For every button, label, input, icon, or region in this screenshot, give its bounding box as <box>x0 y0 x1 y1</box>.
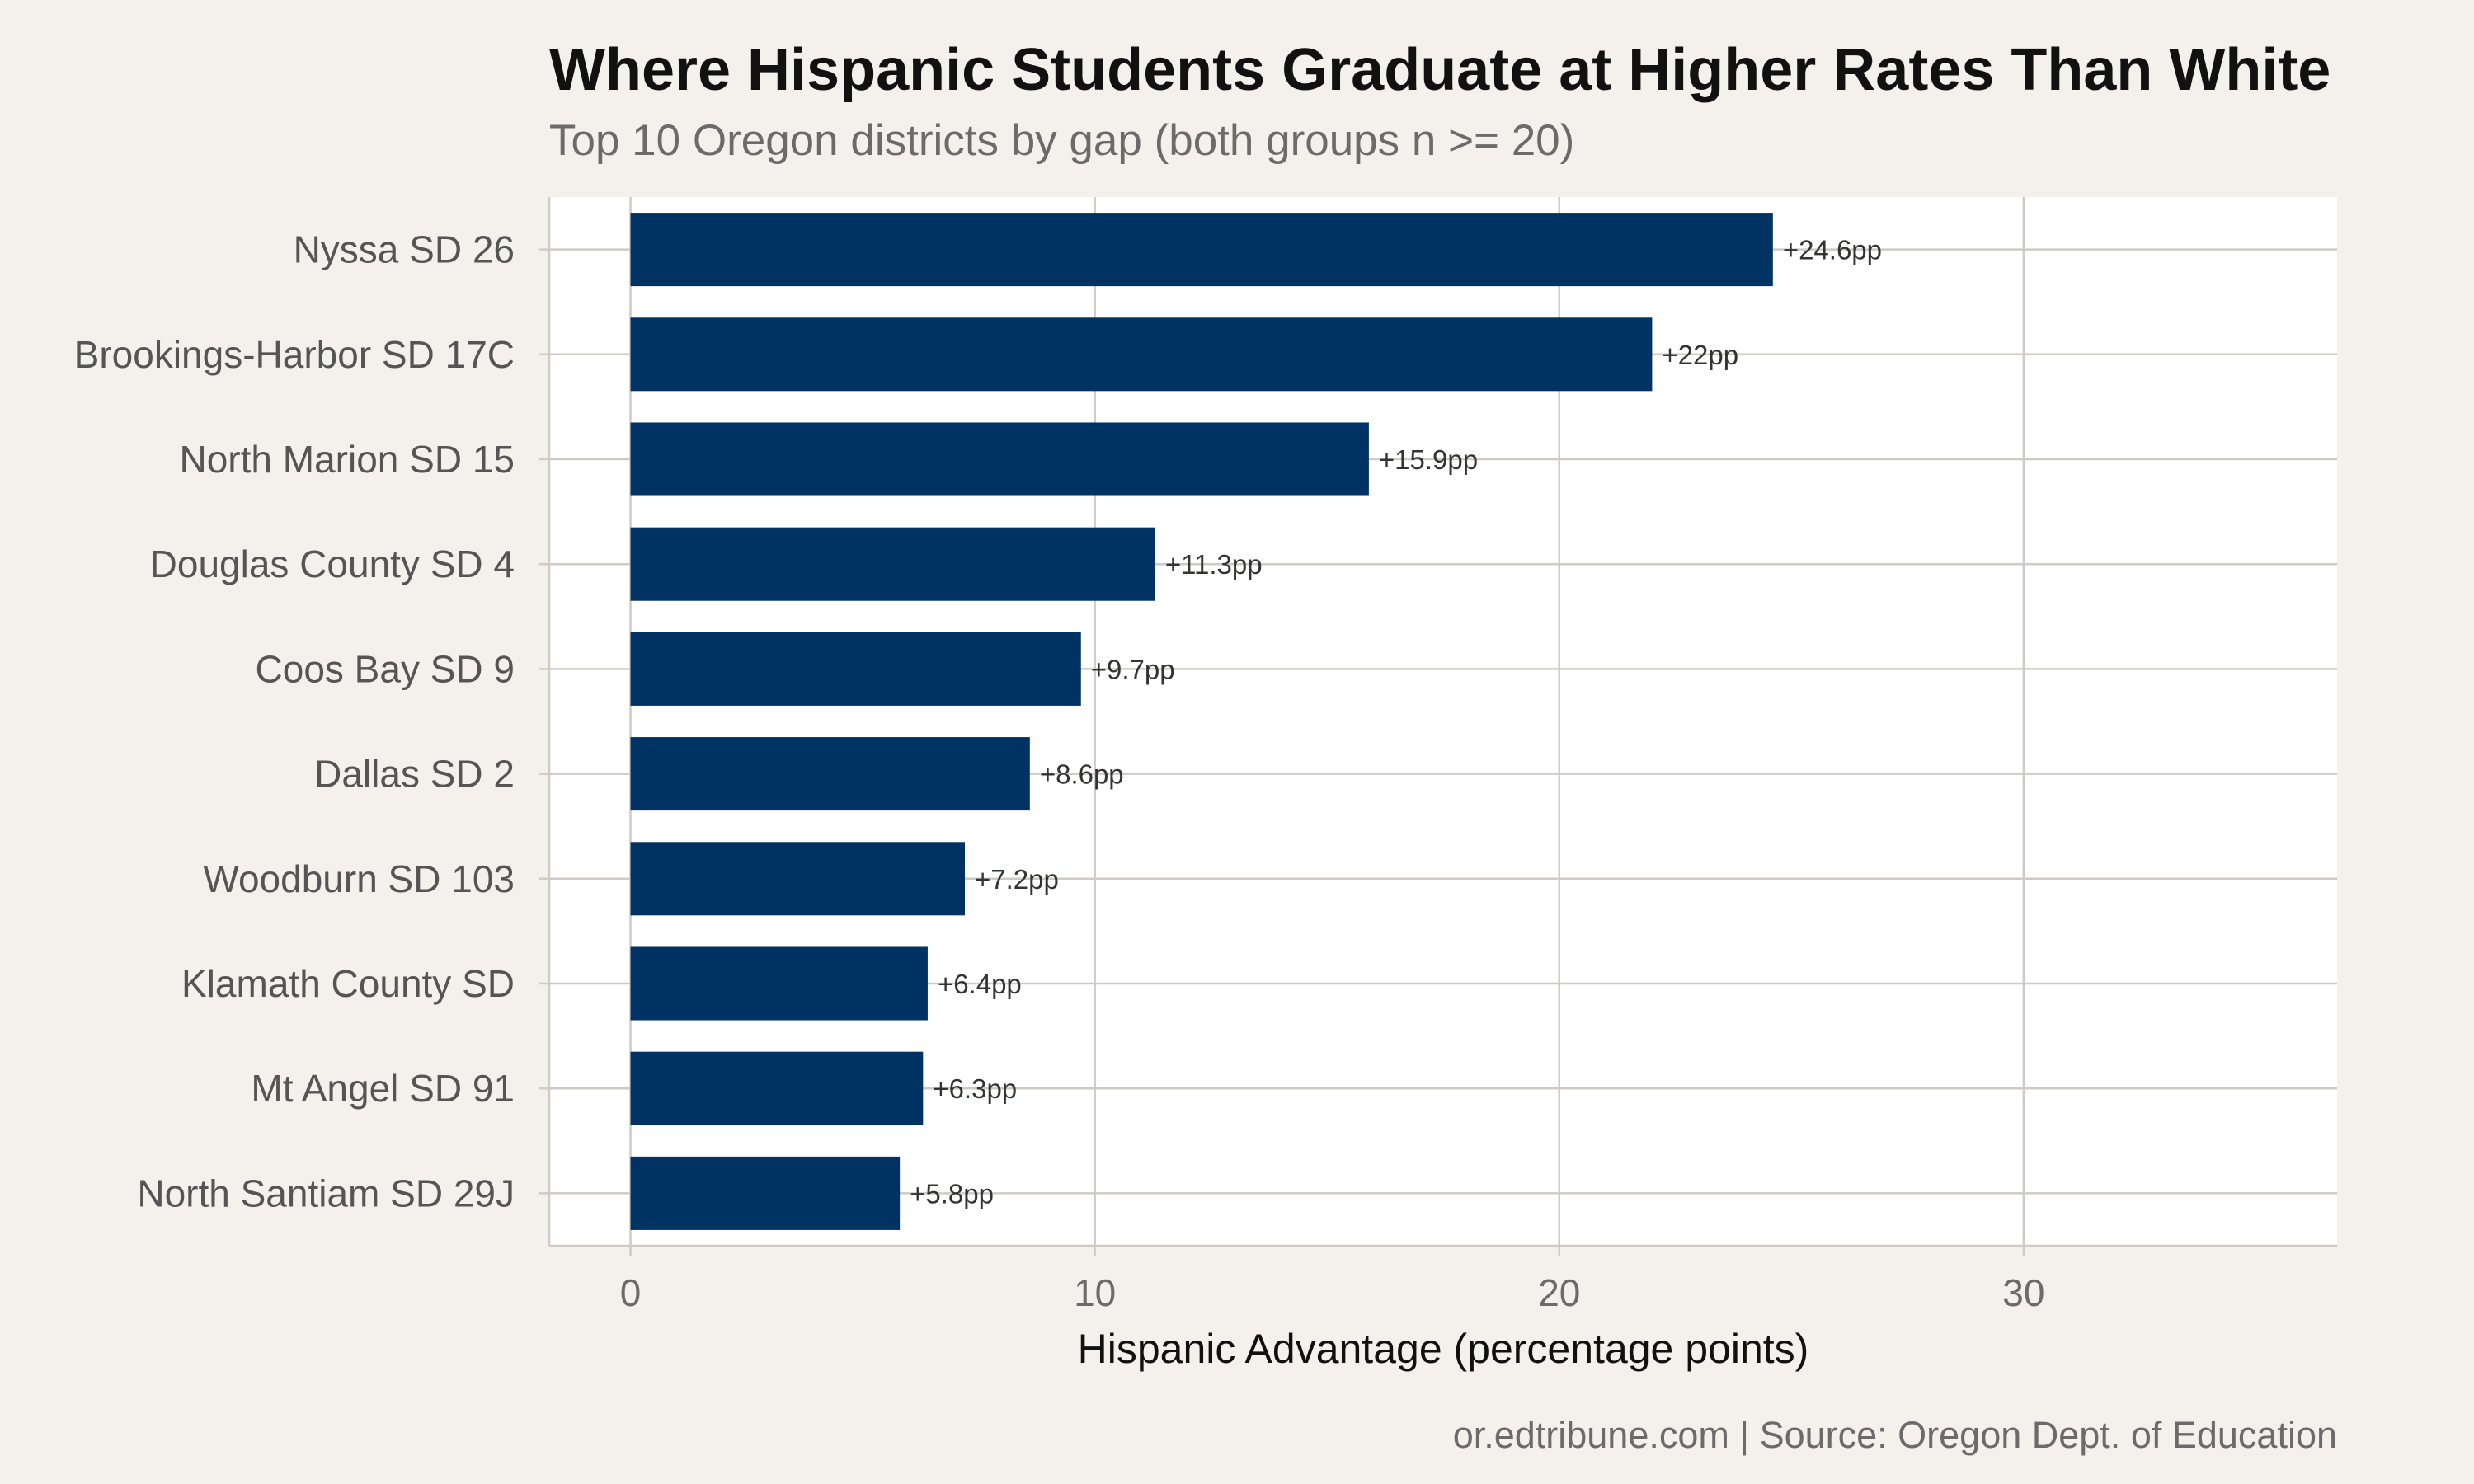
data-label: +22pp <box>1662 340 1738 370</box>
category-label: Mt Angel SD 91 <box>251 1067 515 1110</box>
data-label: +11.3pp <box>1165 549 1263 580</box>
chart-subtitle: Top 10 Oregon districts by gap (both gro… <box>549 116 1575 165</box>
bar <box>630 317 1653 392</box>
data-label: +5.8pp <box>910 1178 994 1209</box>
bar <box>630 527 1155 601</box>
bar <box>630 1156 901 1230</box>
category-label: North Santiam SD 29J <box>137 1172 515 1214</box>
x-tick-label: 20 <box>1538 1271 1580 1314</box>
data-label: +24.6pp <box>1783 235 1882 265</box>
data-labels-group: +24.6pp +22pp +15.9pp +11.3pp +9.7pp +8.6pp +7… <box>910 235 1882 1209</box>
x-tick-label: 30 <box>2002 1271 2044 1314</box>
x-axis-title: Hispanic Advantage (percentage points) <box>1078 1326 1809 1372</box>
category-label: Klamath County SD <box>181 962 515 1005</box>
category-label: Dallas SD 2 <box>314 753 515 796</box>
category-label: Douglas County SD 4 <box>150 542 515 585</box>
bar <box>630 213 1773 287</box>
data-label: +6.4pp <box>938 969 1022 999</box>
bar <box>630 737 1030 811</box>
category-label: North Marion SD 15 <box>180 438 515 481</box>
bar <box>630 632 1081 706</box>
bar <box>630 422 1369 496</box>
category-label: Woodburn SD 103 <box>203 857 515 900</box>
x-tick-label: 10 <box>1074 1271 1116 1314</box>
chart-title: Where Hispanic Students Graduate at High… <box>549 37 2331 103</box>
category-label: Brookings-Harbor SD 17C <box>74 333 515 376</box>
source-caption: or.edtribune.com | Source: Oregon Dept. … <box>1452 1414 2337 1456</box>
data-label: +15.9pp <box>1379 444 1478 475</box>
bar <box>630 946 928 1021</box>
bar <box>630 1051 924 1125</box>
y-axis: Nyssa SD 26 Brookings-Harbor SD 17C North … <box>74 197 551 1246</box>
data-label: +9.7pp <box>1091 654 1175 684</box>
data-label: +6.3pp <box>933 1073 1017 1104</box>
bar <box>630 842 965 916</box>
x-axis: 0 10 20 30 <box>549 1244 2337 1314</box>
category-label: Coos Bay SD 9 <box>256 647 515 690</box>
category-label: Nyssa SD 26 <box>294 228 515 271</box>
x-tick-label: 0 <box>620 1271 642 1314</box>
data-label: +8.6pp <box>1040 759 1124 790</box>
data-label: +7.2pp <box>975 864 1059 895</box>
bars-group <box>630 213 1773 1230</box>
